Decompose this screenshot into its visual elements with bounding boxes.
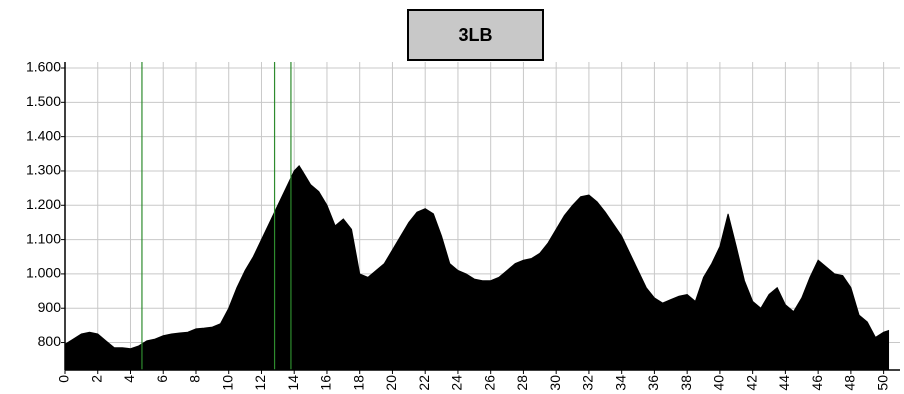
x-tick-label: 22 xyxy=(416,375,432,391)
x-tick-label: 30 xyxy=(547,375,563,391)
x-tick-label: 10 xyxy=(219,375,235,391)
x-tick-label: 26 xyxy=(481,375,497,391)
y-tick-label: 1.400 xyxy=(26,127,61,143)
x-tick-label: 24 xyxy=(449,375,465,391)
y-tick-label: 1.500 xyxy=(26,93,61,109)
x-tick-label: 14 xyxy=(285,375,301,391)
title-box xyxy=(407,9,544,61)
chart-title: 3LB xyxy=(458,25,492,45)
x-tick-label: 4 xyxy=(121,375,137,383)
x-tick-label: 48 xyxy=(842,375,858,391)
y-tick-label: 1.000 xyxy=(26,265,61,281)
x-tick-label: 20 xyxy=(383,375,399,391)
area xyxy=(64,164,890,371)
x-tick-label: 2 xyxy=(88,375,104,383)
x-tick-label: 50 xyxy=(874,375,890,391)
x-tick-label: 12 xyxy=(252,375,268,391)
x-tick-label: 42 xyxy=(743,375,759,391)
x-tick-label: 34 xyxy=(612,375,628,391)
y-tick-label: 1.600 xyxy=(26,59,61,75)
x-tick-label: 6 xyxy=(154,375,170,383)
y-tick-label: 1.100 xyxy=(26,230,61,246)
x-tick-label: 28 xyxy=(514,375,530,391)
x-tick-label: 32 xyxy=(580,375,596,391)
x-tick-label: 44 xyxy=(776,375,792,391)
y-tick-label: 800 xyxy=(38,333,62,349)
x-tick-label: 18 xyxy=(350,375,366,391)
y-tick-label: 900 xyxy=(38,299,62,315)
x-tick-label: 8 xyxy=(187,375,203,383)
x-tick-label: 40 xyxy=(711,375,727,391)
y-tick-label: 1.200 xyxy=(26,196,61,212)
x-tick-label: 0 xyxy=(56,375,72,383)
x-tick-label: 36 xyxy=(645,375,661,391)
y-tick-label: 1.300 xyxy=(26,162,61,178)
x-tick-label: 16 xyxy=(318,375,334,391)
x-tick-label: 46 xyxy=(809,375,825,391)
x-tick-label: 38 xyxy=(678,375,694,391)
